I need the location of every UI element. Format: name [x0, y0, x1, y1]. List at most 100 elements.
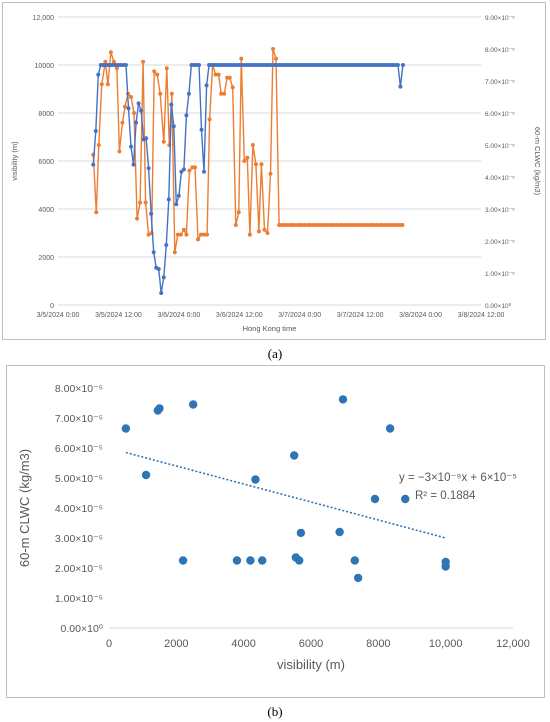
clwc-series-point: [192, 165, 197, 170]
visibility-series-point: [181, 167, 186, 172]
scatter-point: [350, 556, 359, 565]
clwc-series-point: [259, 162, 264, 167]
clwc-series-point: [351, 223, 356, 227]
clwc-series-point: [282, 223, 287, 227]
clwc-series-point: [99, 82, 104, 87]
clwc-series-point: [129, 95, 134, 99]
clwc-series-point: [250, 143, 255, 147]
clwc-series-point: [294, 223, 299, 227]
clwc-series-point: [105, 82, 110, 87]
clwc-series-point: [374, 223, 379, 227]
r-squared-label: R² = 0.1884: [415, 490, 476, 502]
clwc-series-point: [242, 159, 247, 163]
visibility-series-point: [199, 127, 204, 132]
y-tick-label: 2000: [38, 255, 54, 262]
scatter-point: [338, 395, 348, 404]
clwc-series-point: [135, 216, 140, 221]
scatter-point: [121, 424, 131, 433]
clwc-series-point: [222, 91, 227, 96]
scatter-point: [296, 528, 306, 538]
y-tick-label: 7.00×10⁻⁵: [55, 413, 103, 425]
y2-tick-label: 3.00×10⁻⁵: [485, 207, 515, 214]
clwc-series-point: [285, 223, 290, 227]
clwc-series-point: [117, 149, 122, 154]
caption-b: (b): [267, 704, 283, 719]
y2-tick-label: 1.00×10⁻⁵: [485, 271, 515, 278]
visibility-series-point: [91, 162, 96, 167]
scatter-point: [295, 556, 304, 565]
clwc-series-point: [386, 223, 391, 227]
x-tick-label: 3/7/2024 0:00: [278, 312, 321, 319]
scatter-point: [155, 404, 164, 413]
clwc-series-point: [219, 91, 224, 96]
clwc-series-point: [158, 91, 163, 96]
clwc-series-point: [122, 104, 127, 109]
y-tick-label: 3.00×10⁻⁵: [55, 533, 103, 545]
y-tick-label: 5.00×10⁻⁵: [55, 473, 103, 485]
x-tick-label: 6000: [299, 638, 323, 650]
visibility-series-point: [123, 63, 128, 67]
clwc-series-point: [322, 223, 327, 227]
clwc-series-point: [268, 171, 273, 176]
visibility-series-point: [126, 106, 131, 111]
x-tick-label: 10,000: [429, 638, 463, 650]
clwc-series-point: [108, 50, 113, 55]
clwc-series-point: [253, 162, 258, 167]
visibility-series-point: [134, 120, 139, 125]
clwc-series-point: [213, 72, 218, 77]
visibility-series-point: [161, 275, 166, 280]
scatter-point: [335, 527, 344, 537]
visibility-series-point: [398, 84, 403, 89]
clwc-series-point: [262, 227, 267, 232]
clwc-series-point: [96, 143, 101, 147]
scatter-point: [353, 573, 363, 583]
clwc-series-point: [245, 155, 250, 160]
x-tick-label: 4000: [231, 638, 255, 650]
y-axis-label: visibility (m): [10, 141, 19, 181]
chart-a-svg: 0 2000 4000 6000 8000 10000 12,000 0.00×10⁰ 1.00…: [10, 15, 542, 333]
x-tick-label: 3/5/2024 12:00: [95, 312, 142, 319]
scatter-point: [385, 424, 395, 433]
scatter-point: [178, 556, 188, 565]
trendline: [125, 451, 446, 539]
x-tick-label: 3/6/2024 0:00: [157, 312, 200, 319]
scatter-point: [141, 470, 151, 480]
clwc-series-point: [94, 210, 99, 215]
visibility-series-point: [93, 129, 98, 133]
clwc-series-point: [256, 229, 261, 234]
y-tick-label: 12,000: [33, 15, 55, 22]
clwc-series-point: [207, 117, 212, 122]
clwc-series-point: [354, 223, 359, 227]
clwc-series-point: [380, 223, 385, 227]
caption-a: (a): [267, 346, 283, 361]
clwc-series-point: [236, 210, 241, 215]
clwc-series-point: [325, 223, 330, 227]
clwc-series-point: [132, 111, 137, 115]
clwc-series-point: [319, 223, 324, 227]
visibility-series-point: [400, 63, 405, 67]
clwc-series-line: [92, 48, 403, 253]
clwc-series-point: [391, 223, 396, 227]
clwc-series-point: [205, 232, 210, 237]
scatter-point: [188, 400, 198, 409]
clwc-series-point: [340, 223, 345, 227]
visibility-series-point: [204, 83, 209, 88]
y-tick-label: 6000: [38, 159, 54, 166]
y-tick-label: 2.00×10⁻⁵: [55, 563, 103, 575]
x-tick-label: 3/6/2024 12:00: [216, 312, 263, 319]
clwc-series-point: [103, 59, 108, 64]
visibility-series-point: [131, 162, 136, 167]
clwc-series-point: [216, 72, 221, 77]
clwc-series-point: [239, 56, 244, 61]
x-axis-label: visibility (m): [277, 657, 345, 672]
visibility-series-point: [146, 166, 151, 171]
clwc-series-point: [146, 232, 151, 237]
clwc-series-point: [366, 223, 371, 227]
scatter-point: [401, 494, 410, 504]
y-tick-label: 4000: [38, 207, 54, 214]
x-tick-label: 2000: [164, 638, 188, 650]
scatter-point: [441, 562, 450, 571]
clwc-series-point: [383, 223, 388, 227]
clwc-series-point: [143, 200, 148, 205]
scatter-point: [251, 475, 260, 484]
